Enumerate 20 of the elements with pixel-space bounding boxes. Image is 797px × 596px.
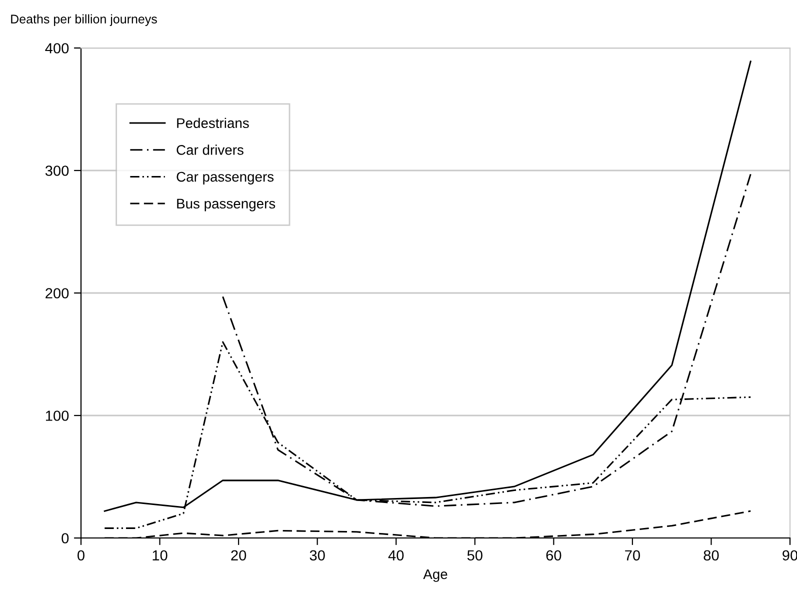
x-tick-label: 70 xyxy=(625,550,640,561)
legend-label: Bus passengers xyxy=(177,198,276,212)
y-axis-title: Deaths per billion journeys xyxy=(11,14,157,26)
y-tick-label: 300 xyxy=(45,166,69,176)
legend-label: Car passengers xyxy=(176,172,274,184)
y-tick-label: 200 xyxy=(46,288,69,298)
x-tick-label: 40 xyxy=(388,550,404,561)
x-tick-label: 10 xyxy=(152,550,168,561)
x-axis-title: Age xyxy=(423,569,448,582)
x-tick-label: 30 xyxy=(310,550,325,561)
y-tick-label: 400 xyxy=(45,43,69,54)
y-tick-label: 100 xyxy=(46,410,69,421)
x-tick-label: 60 xyxy=(546,550,562,561)
x-tick-label: 0 xyxy=(78,550,84,561)
x-tick-label: 20 xyxy=(231,550,246,561)
x-tick-label: 80 xyxy=(704,550,719,561)
y-tick-label: 0 xyxy=(62,533,69,544)
legend-label: Pedestrians xyxy=(177,118,249,128)
legend-label: Car drivers xyxy=(176,144,244,155)
x-tick-label: 50 xyxy=(467,550,482,561)
